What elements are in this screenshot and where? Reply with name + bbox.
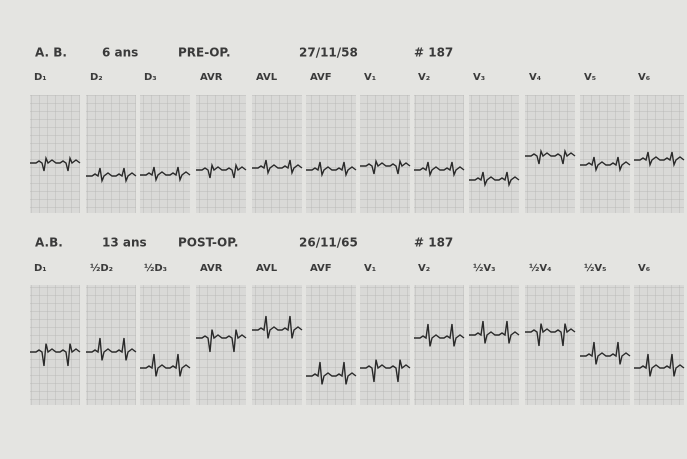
row-header: A. B. xyxy=(35,46,67,60)
lead-label: D₂ xyxy=(90,72,103,83)
ecg-panel xyxy=(360,285,410,405)
lead-label: V₆ xyxy=(638,72,650,83)
ecg-panel xyxy=(86,285,136,405)
lead-label: AVF xyxy=(310,263,332,274)
ecg-panel xyxy=(469,285,519,405)
ecg-panel xyxy=(525,95,575,213)
ecg-panel xyxy=(634,285,684,405)
lead-label: AVL xyxy=(256,263,278,274)
lead-label: AVF xyxy=(310,72,332,83)
row-header: # 187 xyxy=(414,46,453,60)
lead-label: V₆ xyxy=(638,263,650,274)
ecg-panel xyxy=(252,95,302,213)
lead-label: ½V₄ xyxy=(529,263,551,274)
lead-label: AVR xyxy=(200,263,223,274)
lead-label: V₂ xyxy=(418,72,430,83)
lead-label: V₂ xyxy=(418,263,430,274)
row-header: 6 ans xyxy=(102,46,138,60)
ecg-panel xyxy=(306,285,356,405)
ecg-panel xyxy=(30,95,80,213)
ecg-panel xyxy=(306,95,356,213)
ecg-panel xyxy=(525,285,575,405)
row-header: PRE-OP. xyxy=(178,46,231,60)
lead-label: V₄ xyxy=(529,72,541,83)
lead-label: ½D₃ xyxy=(144,263,167,274)
row-header: 26/11/65 xyxy=(299,236,358,250)
ecg-panel xyxy=(414,95,464,213)
lead-label: V₁ xyxy=(364,263,376,274)
row-header: # 187 xyxy=(414,236,453,250)
ecg-panel xyxy=(634,95,684,213)
ecg-panel xyxy=(252,285,302,405)
lead-label: V₅ xyxy=(584,72,596,83)
ecg-panel xyxy=(30,285,80,405)
lead-label: D₁ xyxy=(34,72,47,83)
ecg-panel xyxy=(140,285,190,405)
row-header: A.B. xyxy=(35,236,63,250)
row-header: POST-OP. xyxy=(178,236,238,250)
lead-label: D₁ xyxy=(34,263,47,274)
lead-label: D₃ xyxy=(144,72,157,83)
row-header: 13 ans xyxy=(102,236,147,250)
ecg-panel xyxy=(86,95,136,213)
ecg-panel xyxy=(360,95,410,213)
lead-label: ½V₃ xyxy=(473,263,495,274)
lead-label: AVR xyxy=(200,72,223,83)
lead-label: V₁ xyxy=(364,72,376,83)
ecg-figure: A. B. 6 ans PRE-OP. 27/11/58 # 187 D₁ D₂ D₃ AVR A… xyxy=(0,0,687,459)
lead-label: AVL xyxy=(256,72,278,83)
ecg-panel xyxy=(580,95,630,213)
lead-label: ½D₂ xyxy=(90,263,113,274)
ecg-panel xyxy=(140,95,190,213)
ecg-panel xyxy=(196,285,246,405)
ecg-panel xyxy=(414,285,464,405)
ecg-panel xyxy=(469,95,519,213)
ecg-panel xyxy=(580,285,630,405)
row-header: 27/11/58 xyxy=(299,46,358,60)
lead-label: V₃ xyxy=(473,72,485,83)
ecg-panel xyxy=(196,95,246,213)
lead-label: ½V₅ xyxy=(584,263,606,274)
